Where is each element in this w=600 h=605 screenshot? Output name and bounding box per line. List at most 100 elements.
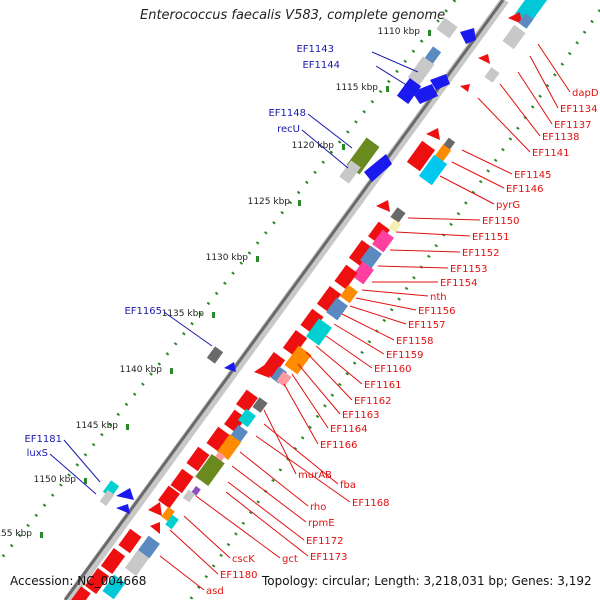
tick-mark (256, 256, 259, 262)
backbone (63, 0, 505, 601)
callout-line (333, 323, 385, 355)
tick-mark (212, 312, 215, 318)
tick-label: 1115 kbp (336, 83, 379, 93)
reverse-gene-label: EF1146 (506, 184, 544, 195)
tick-marks: 1110 kbp 1115 kbp 1120 kbp 1125 kbp 1130 kbp… (0, 27, 431, 539)
callout-line (225, 491, 309, 557)
reverse-gene-label: EF1173 (310, 552, 348, 563)
reverse-gene-label: EF1134 (560, 104, 598, 115)
callout-line (183, 515, 231, 559)
reverse-gene-label: EF1166 (320, 440, 358, 451)
reverse-gene-label: asd (206, 586, 224, 597)
reverse-gene-label: EF1141 (532, 148, 570, 159)
reverse-gene-label: EF1161 (364, 380, 402, 391)
callout-line (477, 97, 531, 153)
forward-gene-label: EF1144 (302, 60, 340, 71)
callout-line (231, 465, 307, 523)
callout-line (239, 451, 309, 507)
reverse-gene-label: nth (430, 292, 447, 303)
tick-label: 1130 kbp (206, 253, 249, 263)
reverse-gene-label: EF1168 (352, 498, 390, 509)
tick-label: 1155 kbp (0, 529, 32, 539)
callout-line (255, 435, 351, 503)
reverse-gene-label: EF1160 (374, 364, 412, 375)
tick-label: 1145 kbp (76, 421, 119, 431)
callout-line (349, 305, 407, 325)
callout-line (377, 265, 449, 269)
callout-line (49, 453, 97, 495)
callout-line (195, 495, 281, 559)
callout-line (297, 363, 341, 415)
reverse-gene-label: EF1163 (342, 410, 380, 421)
forward-gene-label: EF1143 (296, 44, 334, 55)
tick-mark (126, 424, 129, 430)
callout-line (375, 65, 409, 87)
callout-line (361, 289, 429, 297)
tick-label: 1135 kbp (162, 309, 205, 319)
callout-line (263, 423, 339, 485)
forward-gene-label: EF1148 (268, 108, 306, 119)
callout-line (301, 129, 349, 169)
backbone-shadow (64, 0, 509, 603)
reverse-gene-label: EF1164 (330, 424, 368, 435)
inner-dotted-track (188, 9, 600, 601)
reverse-gene-label: EF1157 (408, 320, 446, 331)
reverse-gene-label: EF1156 (418, 306, 456, 317)
callout-line (451, 161, 505, 189)
reverse-gene-label: gct (282, 554, 298, 565)
tick-mark (84, 478, 87, 484)
reverse-gene-label: rpmE (308, 518, 335, 529)
callout-line (63, 439, 101, 483)
reverse-gene-label: EF1145 (514, 170, 552, 181)
reverse-gene-label: cscK (232, 554, 255, 565)
forward-gene-label: luxS (27, 448, 48, 459)
callout-line (371, 51, 419, 73)
callout-line (529, 55, 559, 109)
callout-line (159, 555, 205, 591)
callout-line (355, 297, 417, 311)
reverse-gene-label: EF1153 (450, 264, 488, 275)
tick-mark (40, 532, 43, 538)
callout-line (439, 175, 495, 205)
reverse-gene-label: EF1151 (472, 232, 510, 243)
reverse-gene-label: EF1138 (542, 132, 580, 143)
tick-label: 1120 kbp (292, 141, 335, 151)
callout-line (517, 71, 553, 125)
callout-line (291, 373, 329, 429)
tick-label: 1110 kbp (378, 27, 421, 37)
forward-gene-callouts: EF1143 EF1144 EF1148 recU EF1165 EF1181 luxS (24, 44, 419, 495)
reverse-gene-label: EF1158 (396, 336, 434, 347)
forward-gene-label: EF1165 (124, 306, 162, 317)
reverse-gene-label: EF1137 (554, 120, 592, 131)
tick-mark (342, 144, 345, 150)
reverse-gene-label: rho (310, 502, 326, 513)
callout-line (283, 383, 319, 445)
callout-line (325, 335, 373, 369)
callout-line (315, 345, 363, 385)
callout-line (341, 313, 395, 341)
reverse-gene-label: dapD (572, 88, 599, 99)
tick-mark (170, 368, 173, 374)
genome-title: Enterococcus faecalis V583, complete gen… (140, 8, 446, 23)
reverse-gene-label: fba (340, 480, 356, 491)
callout-line (389, 249, 461, 253)
reverse-gene-label: pyrG (496, 200, 520, 211)
callout-line (169, 529, 219, 575)
reverse-gene-label: murAB (298, 470, 332, 481)
topology-text: Topology: circular; Length: 3,218,031 bp… (262, 574, 592, 588)
callout-line (499, 83, 541, 137)
callout-line (307, 113, 353, 149)
tick-label: 1140 kbp (120, 365, 163, 375)
forward-strand-features (99, 17, 476, 514)
callout-line (305, 351, 353, 401)
tick-mark (386, 86, 389, 92)
callout-line (537, 43, 571, 93)
callout-line (461, 149, 513, 175)
accession-text: Accession: NC_004668 (10, 574, 147, 588)
callout-line (227, 481, 305, 541)
callout-line (263, 409, 297, 475)
reverse-gene-label: EF1150 (482, 216, 520, 227)
